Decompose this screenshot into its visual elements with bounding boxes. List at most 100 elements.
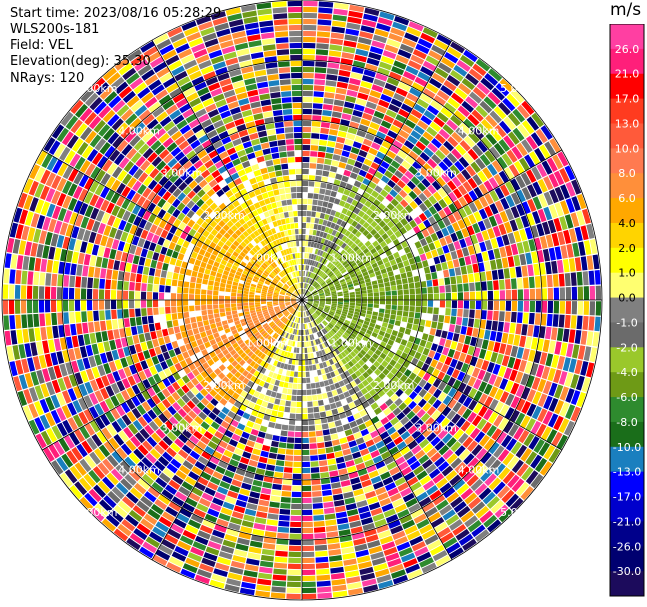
gate-cell [272, 261, 278, 268]
gate-cell [376, 274, 383, 280]
gate-cell [252, 329, 259, 335]
gate-cell [156, 329, 163, 338]
gate-cell [307, 296, 313, 299]
gate-cell [338, 124, 349, 132]
gate-cell [166, 142, 178, 153]
gate-cell [251, 163, 260, 171]
gate-cell [228, 522, 241, 531]
gate-cell [146, 51, 161, 63]
gate-cell [242, 369, 249, 377]
gate-cell [40, 201, 50, 216]
gate-cell [193, 48, 208, 59]
gate-cell [334, 93, 346, 101]
gate-cell [34, 166, 46, 182]
gate-cell [132, 334, 140, 345]
gate-cell [17, 192, 28, 208]
gate-cell [214, 276, 221, 283]
gate-cell [83, 473, 97, 488]
gate-cell [84, 423, 96, 436]
gate-cell [318, 270, 323, 276]
gate-cell [354, 370, 362, 377]
gate-cell [164, 169, 175, 179]
gate-cell [493, 280, 499, 290]
gate-cell [337, 367, 344, 375]
gate-cell [288, 235, 293, 242]
gate-cell [320, 121, 331, 129]
gate-cell [302, 150, 310, 157]
gate-cell [279, 73, 291, 80]
gate-cell [316, 568, 330, 575]
gate-cell [366, 265, 373, 271]
gate-cell [348, 191, 357, 199]
gate-cell [353, 207, 361, 215]
gate-cell [225, 311, 232, 316]
gate-cell [34, 327, 42, 341]
gate-cell [244, 146, 254, 155]
gate-cell [121, 414, 132, 426]
gate-cell [263, 382, 270, 389]
gate-cell [538, 193, 548, 208]
gate-cell [310, 308, 315, 313]
gate-cell [217, 460, 229, 469]
gate-cell [302, 156, 310, 163]
gate-cell [360, 387, 369, 395]
gate-cell [515, 217, 524, 230]
gate-cell [98, 499, 113, 513]
gate-cell [435, 413, 446, 424]
gate-cell [207, 129, 218, 139]
gate-cell [137, 64, 152, 77]
gate-cell [195, 129, 206, 139]
gate-cell [286, 145, 295, 151]
gate-cell [276, 201, 283, 208]
gate-cell [343, 349, 350, 356]
gate-cell [253, 113, 264, 121]
gate-cell [554, 246, 562, 260]
gate-cell [324, 513, 336, 520]
gate-cell [101, 427, 113, 440]
gate-cell [218, 220, 226, 228]
gate-cell [64, 262, 71, 275]
gate-cell [476, 82, 491, 95]
gate-cell [303, 311, 306, 317]
gate-cell [330, 289, 336, 293]
gate-cell [343, 292, 349, 296]
gate-cell [535, 128, 548, 144]
gate-cell [460, 510, 475, 523]
gate-cell [286, 581, 301, 588]
gate-cell [332, 243, 338, 250]
gate-cell [262, 311, 269, 315]
gate-cell [26, 285, 33, 299]
gate-cell [46, 156, 58, 171]
gate-cell [51, 124, 65, 139]
gate-cell [194, 259, 202, 267]
gate-cell [325, 446, 334, 454]
gate-cell [274, 556, 288, 563]
gate-cell [178, 156, 189, 166]
gate-cell [260, 167, 268, 175]
gate-cell [402, 519, 416, 530]
gate-cell [4, 253, 12, 269]
gate-cell [200, 212, 209, 221]
gate-cell [522, 277, 529, 289]
gate-cell [184, 175, 194, 185]
gate-cell [174, 70, 188, 82]
gate-cell [286, 199, 292, 206]
gate-cell [472, 174, 483, 186]
gate-cell [140, 341, 148, 351]
gate-cell [265, 316, 271, 321]
gate-cell [499, 210, 509, 223]
gate-cell [44, 353, 53, 368]
gate-cell [473, 199, 483, 211]
gate-cell [57, 274, 64, 287]
gate-cell [319, 188, 326, 195]
gate-cell [354, 355, 361, 362]
gate-cell [290, 279, 294, 285]
gate-cell [287, 6, 302, 13]
gate-cell [472, 127, 485, 140]
gate-cell [113, 153, 125, 166]
gate-cell [294, 431, 302, 438]
gate-cell [355, 549, 370, 558]
gate-cell [370, 162, 380, 171]
gate-cell [265, 326, 271, 332]
gate-cell [513, 230, 522, 243]
